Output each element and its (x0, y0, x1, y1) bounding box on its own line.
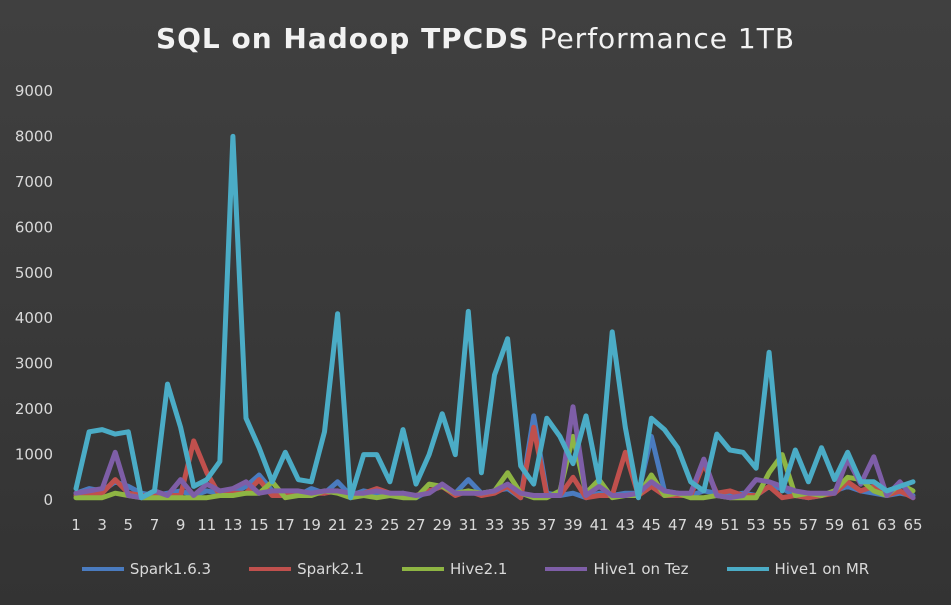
x-tick-label: 39 (563, 516, 582, 534)
y-tick-label: 4000 (15, 309, 53, 327)
x-tick-label: 29 (433, 516, 452, 534)
x-tick-label: 65 (903, 516, 922, 534)
legend-label: Spark2.1 (297, 560, 365, 578)
x-tick-label: 49 (694, 516, 713, 534)
series-line-hive1-on-mr (73, 133, 916, 501)
y-tick-label: 7000 (15, 173, 53, 191)
x-tick-label: 23 (354, 516, 373, 534)
x-tick-label: 31 (459, 516, 478, 534)
x-tick-label: 13 (223, 516, 242, 534)
y-tick-label: 0 (43, 491, 53, 509)
x-tick-label: 33 (485, 516, 504, 534)
legend-swatch (726, 567, 769, 571)
legend-swatch (249, 567, 292, 571)
x-tick-label: 9 (176, 516, 186, 534)
x-tick-label: 53 (747, 516, 766, 534)
x-tick-label: 21 (328, 516, 347, 534)
x-tick-label: 15 (250, 516, 269, 534)
x-tick-label: 51 (720, 516, 739, 534)
legend-label: Hive2.1 (450, 560, 508, 578)
legend-item: Hive2.1 (402, 560, 507, 578)
legend-label: Hive1 on Tez (593, 560, 689, 578)
x-tick-label: 59 (825, 516, 844, 534)
x-tick-label: 3 (97, 516, 107, 534)
x-tick-label: 45 (642, 516, 661, 534)
x-tick-label: 1 (71, 516, 81, 534)
y-tick-label: 5000 (15, 264, 53, 282)
x-tick-label: 55 (773, 516, 792, 534)
legend-item: Spark1.6.3 (81, 560, 212, 578)
x-tick-label: 19 (302, 516, 321, 534)
y-tick-label: 6000 (15, 218, 53, 236)
x-tick-label: 43 (616, 516, 635, 534)
legend-label: Hive1 on MR (774, 560, 870, 578)
x-tick-label: 41 (590, 516, 609, 534)
legend-item: Spark2.1 (249, 560, 364, 578)
x-tick-label: 11 (197, 516, 216, 534)
x-tick-label: 7 (150, 516, 160, 534)
x-tick-label: 25 (380, 516, 399, 534)
y-tick-label: 2000 (15, 400, 53, 418)
legend: Spark1.6.3 Spark2.1 Hive2.1 Hive1 on Tez Hiv… (0, 560, 951, 578)
x-tick-label: 63 (877, 516, 896, 534)
chart-title-bold: SQL on Hadoop TPCDS (155, 22, 530, 55)
x-tick-label: 61 (851, 516, 870, 534)
legend-swatch (81, 567, 124, 571)
chart-title-rest: Performance 1TB (539, 22, 796, 55)
y-tick-label: 3000 (15, 355, 53, 373)
y-tick-label: 8000 (15, 127, 53, 145)
x-tick-label: 5 (124, 516, 134, 534)
x-tick-label: 27 (406, 516, 425, 534)
legend-swatch (402, 567, 445, 571)
x-tick-label: 17 (276, 516, 295, 534)
legend-item: Hive1 on Tez (545, 560, 689, 578)
legend-item: Hive1 on MR (726, 560, 870, 578)
x-tick-label: 47 (668, 516, 687, 534)
legend-swatch (545, 567, 588, 571)
chart-title: SQL on Hadoop TPCDS Performance 1TB (0, 22, 951, 55)
x-tick-label: 35 (511, 516, 530, 534)
y-tick-label: 1000 (15, 446, 53, 464)
y-tick-label: 9000 (15, 82, 53, 100)
series-line-hive1-on-tez (73, 404, 916, 501)
x-tick-label: 37 (537, 516, 556, 534)
x-tick-label: 57 (799, 516, 818, 534)
legend-label: Spark1.6.3 (129, 560, 212, 578)
